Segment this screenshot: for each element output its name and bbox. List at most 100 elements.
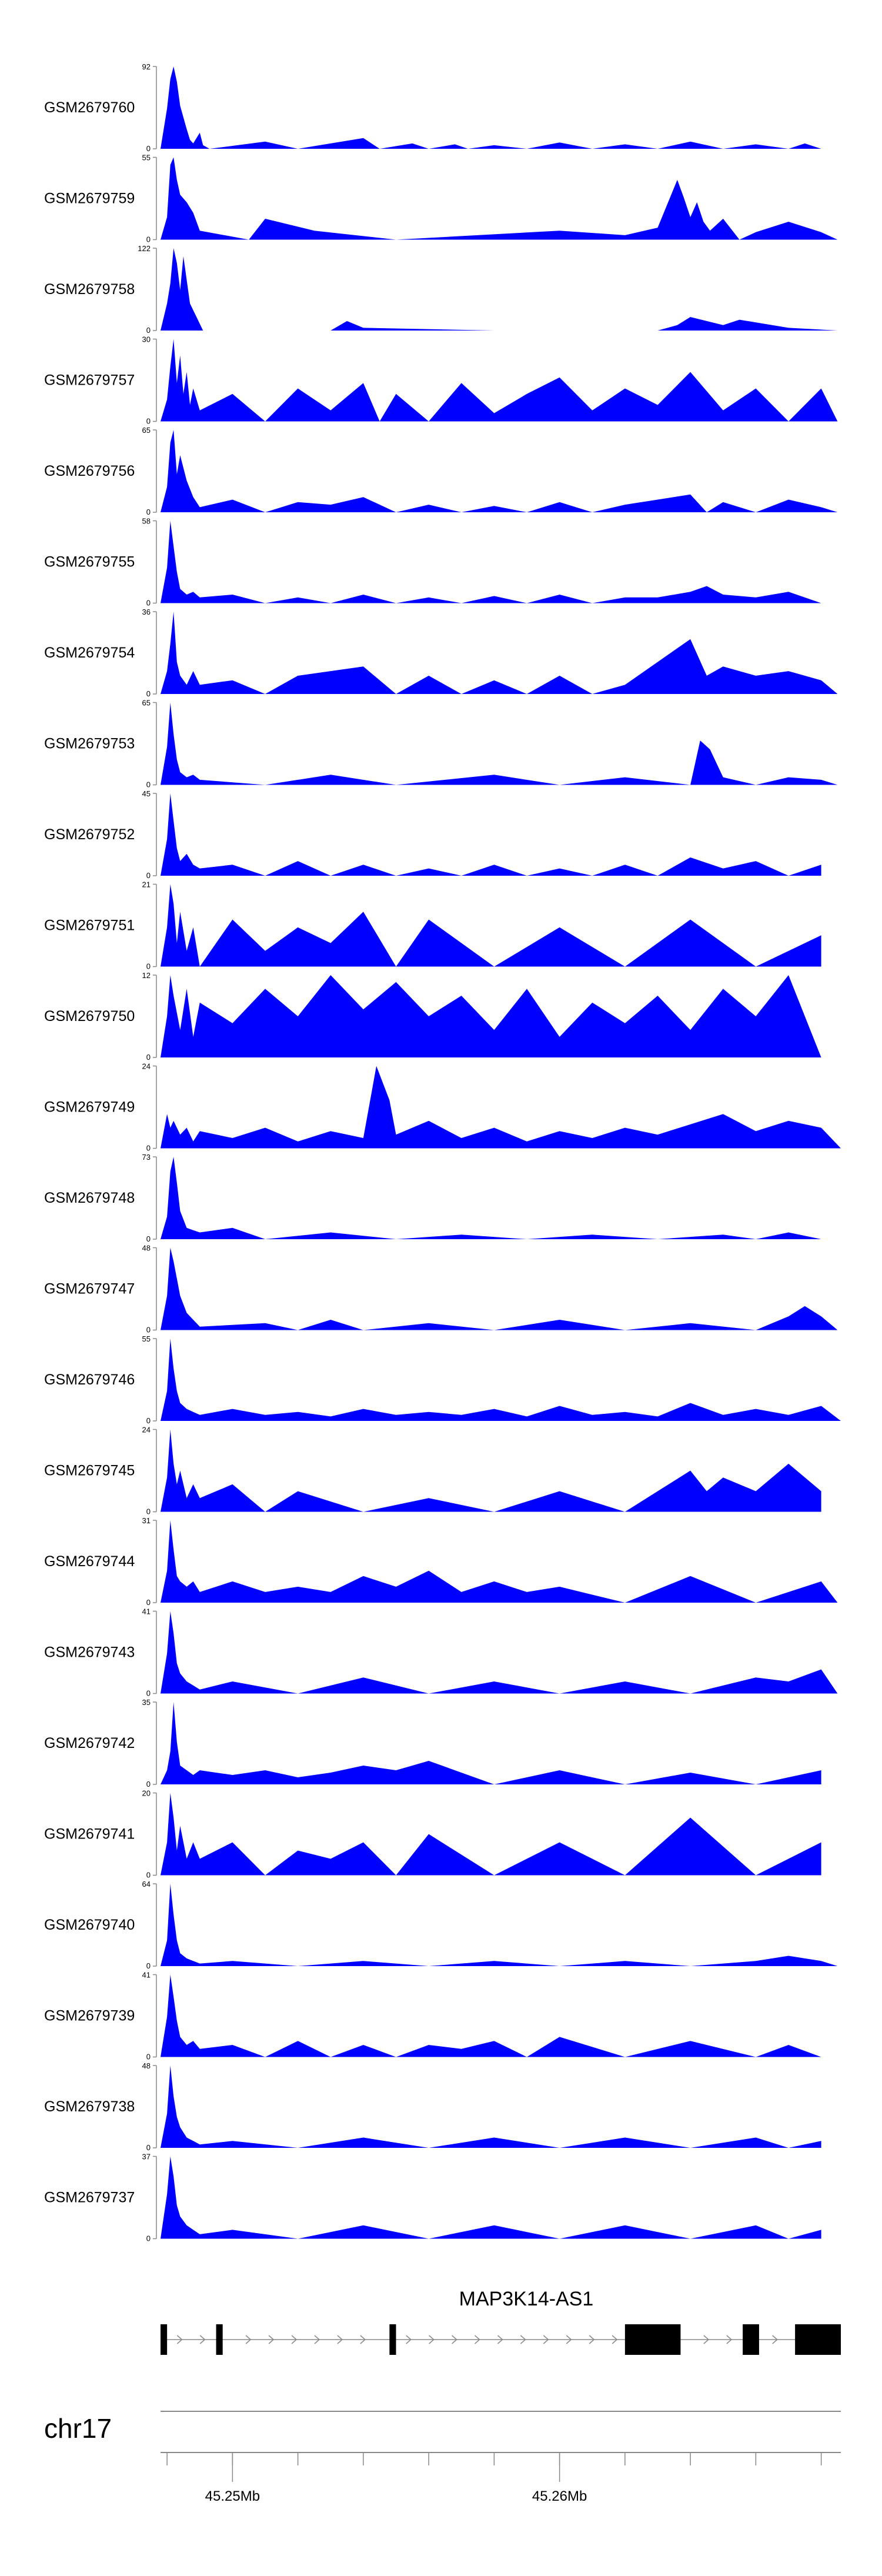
- coverage-area: [161, 1611, 838, 1694]
- track-ymin-label: 0: [146, 1234, 151, 1243]
- track-GSM2679749: GSM2679749 24 0: [44, 1062, 841, 1153]
- strand-arrow: [703, 2335, 710, 2344]
- x-axis: 45.25Mb 45.26Mb: [161, 2452, 841, 2504]
- coverage-area: [161, 612, 838, 694]
- track-ymin-label: 0: [146, 1507, 151, 1516]
- track-GSM2679754: GSM2679754 36 0: [44, 608, 838, 698]
- track-GSM2679759: GSM2679759 55 0: [44, 154, 838, 244]
- track-ymax-label: 73: [142, 1153, 151, 1162]
- track-label: GSM2679759: [44, 191, 135, 207]
- track-ymax-label: 55: [142, 1334, 151, 1343]
- coverage-area: [161, 520, 821, 603]
- track-GSM2679745: GSM2679745 24 0: [44, 1426, 821, 1516]
- track-ymax-label: 24: [142, 1062, 151, 1071]
- strand-arrow: [245, 2335, 252, 2344]
- strand-arrow: [199, 2335, 206, 2344]
- strand-arrow: [452, 2335, 457, 2344]
- strand-arrow: [429, 2335, 435, 2344]
- track-ymin-label: 0: [146, 1326, 151, 1334]
- track-ymax-label: 41: [142, 1971, 151, 1980]
- track-GSM2679760: GSM2679760 92 0: [44, 62, 821, 153]
- track-GSM2679750: GSM2679750 12 0: [44, 971, 821, 1062]
- track-label: GSM2679758: [44, 281, 135, 298]
- coverage-area: [161, 1066, 841, 1149]
- strand-arrow: [497, 2335, 503, 2344]
- track-label: GSM2679749: [44, 1099, 135, 1116]
- track-label: GSM2679750: [44, 1008, 135, 1025]
- coverage-area: [161, 1157, 821, 1239]
- track-ymin-label: 0: [146, 962, 151, 971]
- exon: [624, 2324, 681, 2355]
- strand-arrow: [543, 2335, 549, 2344]
- exon: [795, 2324, 841, 2355]
- coverage-area: [161, 1339, 841, 1421]
- coverage-area: [161, 248, 838, 331]
- strand-arrow: [176, 2335, 183, 2344]
- track-ymin-label: 0: [146, 599, 151, 608]
- track-label: GSM2679747: [44, 1281, 135, 1297]
- track-ymin-label: 0: [146, 780, 151, 789]
- track-ymin-label: 0: [146, 871, 151, 880]
- track-GSM2679752: GSM2679752 45 0: [44, 789, 821, 880]
- track-label: GSM2679739: [44, 2008, 135, 2024]
- x-tick-label: 45.26Mb: [532, 2488, 587, 2504]
- track-ymin-label: 0: [146, 326, 151, 335]
- track-GSM2679746: GSM2679746 55 0: [44, 1334, 841, 1425]
- coverage-area: [161, 339, 838, 422]
- strand-arrow: [268, 2335, 275, 2344]
- track-ymin-label: 0: [146, 1689, 151, 1698]
- strand-arrow: [520, 2335, 526, 2344]
- track-ymax-label: 48: [142, 1244, 151, 1253]
- coverage-area: [161, 1884, 838, 1966]
- track-GSM2679738: GSM2679738 48 0: [44, 2061, 821, 2152]
- track-ymin-label: 0: [146, 235, 151, 244]
- track-label: GSM2679744: [44, 1553, 135, 1570]
- track-label: GSM2679752: [44, 826, 135, 843]
- track-GSM2679748: GSM2679748 73 0: [44, 1153, 821, 1243]
- track-ymax-label: 21: [142, 880, 151, 889]
- track-GSM2679751: GSM2679751 21 0: [44, 880, 821, 971]
- coverage-area: [161, 66, 821, 149]
- track-GSM2679743: GSM2679743 41 0: [44, 1607, 838, 1698]
- coverage-area: [161, 430, 838, 512]
- track-ymin-label: 0: [146, 1144, 151, 1153]
- exon: [389, 2324, 396, 2355]
- track-ymin-label: 0: [146, 1598, 151, 1607]
- track-ymax-label: 48: [142, 2061, 151, 2070]
- track-GSM2679755: GSM2679755 58 0: [44, 517, 821, 608]
- gene-model: [161, 2324, 841, 2355]
- track-GSM2679747: GSM2679747 48 0: [44, 1244, 838, 1334]
- track-label: GSM2679748: [44, 1190, 135, 1206]
- track-label: GSM2679742: [44, 1735, 135, 1751]
- strand-arrow: [612, 2335, 618, 2344]
- track-label: GSM2679738: [44, 2098, 135, 2115]
- strand-arrow: [314, 2335, 320, 2344]
- strand-arrow: [589, 2335, 595, 2344]
- track-ymax-label: 41: [142, 1607, 151, 1616]
- coverage-area: [161, 1702, 821, 1784]
- track-GSM2679756: GSM2679756 65 0: [44, 426, 838, 516]
- strand-arrow: [291, 2335, 298, 2344]
- track-ymax-label: 64: [142, 1880, 151, 1888]
- track-label: GSM2679745: [44, 1463, 135, 1479]
- strand-arrow: [406, 2335, 412, 2344]
- track-ymin-label: 0: [146, 1416, 151, 1425]
- coverage-area: [161, 1520, 838, 1603]
- track-ymin-label: 0: [146, 2143, 151, 2152]
- track-ymin-label: 0: [146, 417, 151, 426]
- x-tick-label: 45.25Mb: [205, 2488, 260, 2504]
- track-ymax-label: 12: [142, 971, 151, 980]
- strand-arrow: [726, 2335, 733, 2344]
- track-ymin-label: 0: [146, 1961, 151, 1970]
- track-label: GSM2679757: [44, 372, 135, 389]
- track-GSM2679753: GSM2679753 65 0: [44, 699, 838, 789]
- track-ymin-label: 0: [146, 689, 151, 698]
- track-ymin-label: 0: [146, 144, 151, 153]
- track-label: GSM2679740: [44, 1917, 135, 1933]
- track-label: GSM2679755: [44, 554, 135, 570]
- track-ymax-label: 65: [142, 699, 151, 708]
- exon: [743, 2324, 759, 2355]
- track-GSM2679744: GSM2679744 31 0: [44, 1516, 838, 1607]
- coverage-area: [161, 2066, 821, 2148]
- track-ymin-label: 0: [146, 508, 151, 516]
